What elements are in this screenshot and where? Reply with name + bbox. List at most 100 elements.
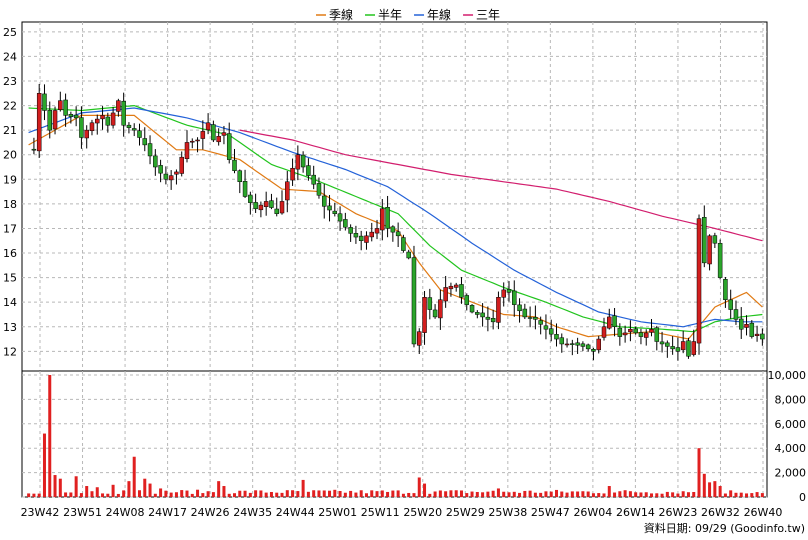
volume-bar: [259, 490, 263, 497]
candle-body: [475, 312, 480, 315]
volume-bar: [343, 492, 347, 497]
ma-line-1: [28, 104, 763, 333]
volume-bar: [396, 490, 400, 497]
price-tick-label: 17: [3, 222, 17, 235]
volume-bar: [745, 493, 749, 497]
volume-bar: [681, 491, 685, 497]
candle-body: [47, 110, 53, 131]
volume-bar: [470, 491, 474, 497]
candle-body: [58, 100, 63, 110]
volume-bar: [169, 492, 173, 497]
candle-body: [84, 129, 89, 139]
candle-body: [712, 235, 718, 244]
volume-bar: [48, 375, 52, 497]
candle-body: [501, 289, 506, 298]
candle-body: [36, 93, 42, 152]
candle-body: [411, 257, 417, 345]
candle-body: [216, 136, 221, 143]
volume-bar: [613, 492, 617, 497]
x-tick-label: 26W23: [659, 506, 698, 519]
candle-body: [744, 324, 749, 328]
candle-body: [274, 208, 279, 214]
volume-bar: [222, 486, 226, 497]
volume-bar: [338, 490, 342, 497]
volume-bar: [459, 490, 463, 497]
candle-body: [153, 155, 158, 168]
candle-body: [738, 318, 744, 330]
volume-bar: [708, 482, 712, 497]
candle-body: [464, 295, 470, 305]
candle-body: [110, 112, 116, 126]
volume-bar: [206, 491, 210, 497]
legend-label-0: 季線: [329, 7, 353, 22]
candle-body: [126, 124, 132, 128]
volume-bar: [591, 493, 595, 497]
volume-bar: [58, 478, 62, 497]
volume-bar: [586, 491, 590, 497]
candle-body: [158, 165, 163, 174]
volume-bar: [449, 490, 453, 497]
volume-bar: [391, 490, 395, 497]
volume-bar: [412, 493, 416, 497]
volume-bar: [755, 492, 759, 497]
x-tick-label: 24W35: [233, 506, 272, 519]
volume-bar: [79, 493, 83, 497]
candle-body: [380, 208, 385, 231]
candle-body: [517, 304, 522, 312]
volume-bar: [275, 492, 279, 497]
volume-bar: [280, 492, 284, 497]
candle-body: [580, 343, 586, 347]
volume-bar: [576, 491, 580, 497]
candle-body: [316, 183, 322, 196]
legend-label-3: 三年: [476, 8, 500, 22]
candle-body: [448, 285, 454, 290]
x-tick-label: 26W32: [701, 506, 740, 519]
candle-body: [585, 344, 591, 350]
candle-body: [675, 347, 681, 352]
candle-body: [168, 175, 174, 181]
volume-bar: [238, 490, 242, 497]
x-tick-label: 25W29: [446, 506, 485, 519]
volume-bar: [264, 492, 268, 497]
volume-bar: [481, 492, 485, 497]
candle-body: [453, 284, 459, 288]
volume-bar: [333, 489, 337, 497]
volume-bar: [686, 492, 690, 497]
volume-bar: [502, 491, 506, 497]
volume-bar: [312, 490, 316, 497]
candle-body: [480, 312, 485, 318]
candle-body: [469, 305, 475, 313]
candle-body: [533, 317, 538, 320]
candle-body: [443, 287, 448, 302]
volume-bar: [190, 493, 194, 497]
volume-bar: [729, 490, 733, 497]
volume-bar: [512, 491, 516, 497]
candle-body: [89, 122, 95, 132]
candle-body: [190, 140, 195, 143]
volume-bar: [296, 491, 300, 497]
price-tick-label: 12: [3, 345, 17, 358]
volume-bar: [644, 492, 648, 497]
volume-bar: [702, 473, 706, 497]
volume-bar: [713, 481, 717, 497]
candle-body: [300, 154, 306, 168]
volume-bar: [528, 490, 532, 497]
volume-bar: [660, 493, 664, 497]
volume-bar: [496, 488, 500, 497]
candle-body: [422, 297, 427, 333]
candle-body: [665, 342, 670, 347]
candle-body: [485, 316, 491, 320]
price-tick-label: 14: [3, 296, 17, 309]
candlestick-series: [31, 83, 765, 361]
volume-bar: [655, 493, 659, 497]
x-tick-label: 25W38: [488, 506, 527, 519]
price-tick-label: 19: [3, 173, 17, 186]
x-tick-label: 25W01: [318, 506, 357, 519]
candle-body: [691, 341, 696, 355]
x-tick-label: 26W14: [616, 506, 655, 519]
volume-bar: [539, 492, 543, 497]
volume-bar: [143, 478, 147, 497]
volume-bar: [665, 491, 669, 497]
volume-bar: [211, 492, 215, 497]
